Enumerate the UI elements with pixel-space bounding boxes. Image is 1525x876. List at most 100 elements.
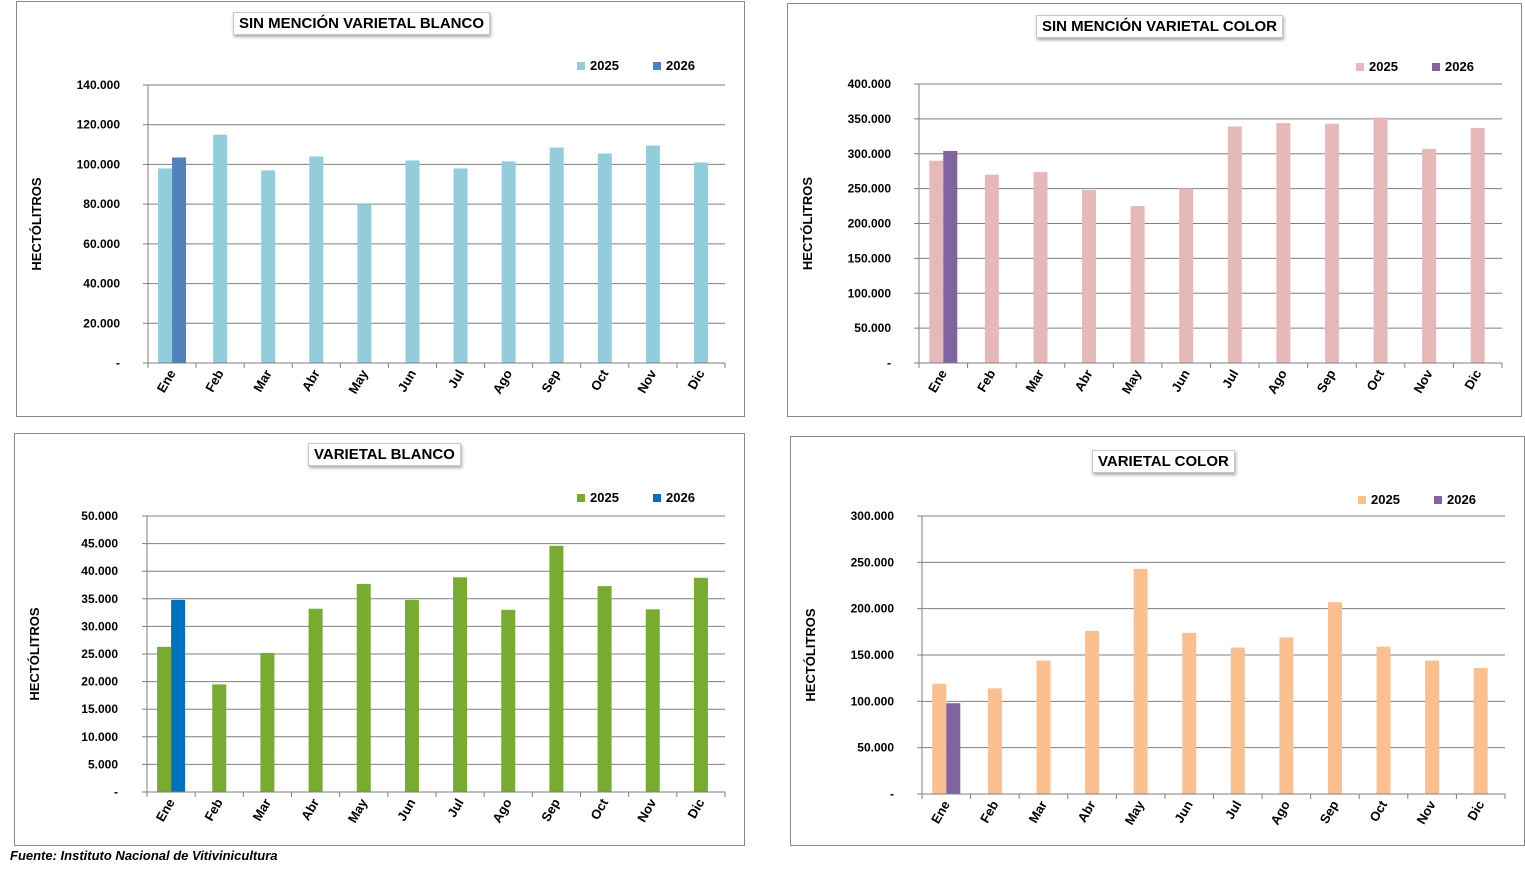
bar-2025-Dic: [693, 577, 708, 792]
chart-svg: - 50.000 100.000 150.000 200.000 250.000 300.0…: [803, 492, 1506, 827]
y-tick-label: 30.000: [81, 619, 118, 633]
y-tick-label: 200.000: [851, 602, 895, 616]
x-tick-label: Abr: [299, 367, 323, 394]
y-tick-label: 100.000: [77, 157, 121, 171]
y-tick-label: 40.000: [81, 564, 118, 578]
x-tick-label: Sep: [538, 367, 563, 395]
y-axis-title: HECTÓLITROS: [29, 177, 44, 270]
x-tick-label: Sep: [538, 796, 563, 824]
x-tick-label: Dic: [1461, 367, 1484, 392]
bar-2025-Ene: [157, 646, 172, 792]
y-tick-label: 50.000: [857, 741, 894, 755]
x-tick-label: Sep: [1317, 798, 1342, 826]
bar-2025-Jun: [405, 160, 420, 363]
bar-2025-Mar: [1033, 171, 1048, 363]
legend-label-2025: 2025: [1369, 59, 1398, 74]
bar-2025-Ene: [929, 160, 944, 363]
bar-2025-Abr: [1085, 630, 1100, 794]
bar-2025-Sep: [549, 545, 564, 792]
source-note: Fuente: Instituto Nacional de Vitivinicu…: [10, 848, 278, 863]
bar-2026-Ene: [946, 703, 961, 794]
bar-2025-Dic: [693, 162, 708, 363]
y-tick-label: 200.000: [848, 217, 892, 231]
bar-2025-Oct: [597, 153, 612, 363]
x-tick-label: Nov: [1413, 797, 1439, 826]
bar-2025-Dic: [1473, 667, 1488, 794]
chart-svg: - 50.000 100.000 150.000 200.000 250.000 300.0…: [800, 59, 1503, 396]
x-tick-label: May: [1119, 366, 1145, 396]
x-tick-label: Feb: [974, 367, 999, 395]
chart-panel-sin-mencion-varietal-color: - 50.000 100.000 150.000 200.000 250.000 300.0…: [787, 3, 1522, 417]
bar-2025-Jun: [1179, 188, 1194, 363]
y-tick-label: 80.000: [83, 197, 120, 211]
bar-2025-May: [357, 204, 372, 363]
x-tick-label: Ago: [489, 796, 515, 825]
y-tick-label: 40.000: [83, 277, 120, 291]
bar-2025-Ago: [1276, 123, 1291, 363]
y-tick-label: 100.000: [851, 694, 895, 708]
chart-title: VARIETAL COLOR: [1092, 450, 1235, 473]
x-tick-label: Oct: [587, 795, 611, 822]
chart-title: SIN MENCIÓN VARIETAL COLOR: [1036, 15, 1284, 38]
bar-2025-Abr: [308, 608, 323, 792]
bar-2026-Ene: [172, 157, 187, 363]
x-tick-label: Jun: [394, 796, 419, 824]
y-axis-title: HECTÓLITROS: [803, 608, 818, 701]
legend-swatch-2025: [1356, 63, 1364, 71]
legend-swatch-2026: [1434, 496, 1442, 504]
bar-2025-Ene: [932, 683, 947, 794]
y-tick-label: 300.000: [848, 147, 892, 161]
bar-2025-Jun: [1182, 632, 1197, 794]
x-tick-label: Jul: [445, 367, 467, 391]
y-tick-label: 15.000: [81, 702, 118, 716]
x-tick-label: Feb: [977, 798, 1002, 826]
legend-swatch-2025: [577, 62, 585, 70]
x-tick-label: Mar: [1023, 367, 1048, 395]
y-tick-label: 140.000: [77, 78, 121, 92]
x-tick-label: Ago: [1264, 367, 1290, 396]
y-tick-label: 50.000: [854, 321, 891, 335]
bar-2025-Abr: [309, 156, 324, 363]
y-tick-label: 100.000: [848, 286, 892, 300]
y-tick-label: 300.000: [851, 509, 895, 523]
x-tick-label: Jul: [1222, 798, 1244, 822]
bar-2025-Feb: [987, 688, 1002, 794]
y-tick-label: -: [114, 785, 118, 799]
y-tick-label: 250.000: [851, 555, 895, 569]
y-axis-title: HECTÓLITROS: [800, 177, 815, 270]
bar-2025-Ago: [501, 609, 516, 792]
y-tick-label: 400.000: [848, 77, 892, 91]
x-tick-label: May: [1122, 797, 1148, 827]
y-tick-label: -: [116, 356, 120, 370]
bar-2025-Jul: [453, 577, 468, 792]
x-tick-label: Abr: [298, 796, 322, 823]
legend-swatch-2026: [653, 62, 661, 70]
bar-2025-Oct: [1373, 117, 1388, 363]
y-tick-label: -: [887, 356, 891, 370]
x-tick-label: Ago: [490, 367, 516, 396]
bar-2025-Jul: [453, 168, 468, 363]
y-tick-label: 350.000: [848, 112, 892, 126]
x-tick-label: Mar: [250, 367, 275, 395]
x-tick-label: Feb: [202, 367, 227, 395]
x-tick-label: Jun: [395, 367, 420, 395]
y-tick-label: 35.000: [81, 592, 118, 606]
bar-2025-Nov: [1422, 148, 1437, 363]
x-tick-label: Ene: [154, 367, 179, 395]
x-tick-label: Oct: [1363, 366, 1387, 393]
bar-2025-May: [1130, 206, 1145, 363]
bar-2025-Oct: [597, 586, 612, 792]
bar-2025-Abr: [1082, 190, 1097, 363]
x-tick-label: Nov: [634, 795, 660, 824]
y-tick-label: 150.000: [848, 251, 892, 265]
y-tick-label: -: [890, 787, 894, 801]
bar-2025-Mar: [261, 170, 276, 363]
legend-label-2026: 2026: [1447, 492, 1476, 507]
bar-2025-Feb: [984, 174, 999, 363]
y-tick-label: 10.000: [81, 730, 118, 744]
x-tick-label: Ene: [153, 796, 178, 824]
x-tick-label: Jul: [444, 796, 466, 820]
y-tick-label: 50.000: [81, 509, 118, 523]
bar-2025-Ene: [158, 168, 173, 363]
legend-swatch-2025: [577, 494, 585, 502]
